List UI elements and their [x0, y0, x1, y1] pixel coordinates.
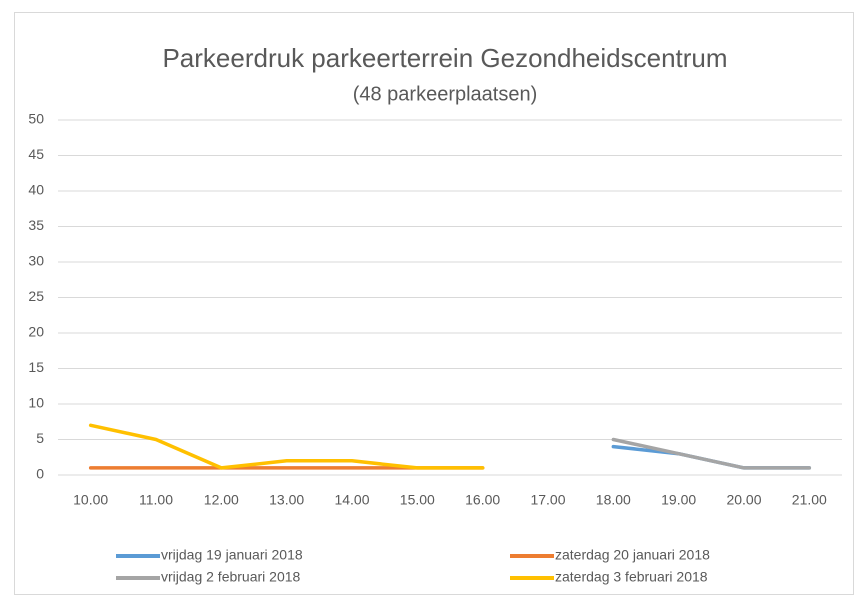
series-line: [611, 444, 812, 470]
x-tick-label: 15.00: [400, 492, 435, 508]
y-tick-label: 20: [28, 324, 44, 340]
y-tick-label: 0: [36, 466, 44, 482]
legend-label: zaterdag 20 januari 2018: [555, 547, 710, 563]
x-tick-label: 18.00: [596, 492, 631, 508]
y-tick-label: 15: [28, 359, 44, 375]
legend-label: vrijdag 2 februari 2018: [161, 569, 301, 585]
x-tick-label: 19.00: [661, 492, 696, 508]
x-tick-label: 16.00: [465, 492, 500, 508]
x-tick-label: 17.00: [530, 492, 565, 508]
chart-title: Parkeerdruk parkeerterrein Gezondheidsce…: [162, 43, 727, 73]
y-tick-label: 10: [28, 395, 44, 411]
series-line: [611, 437, 812, 470]
x-tick-label: 11.00: [139, 492, 173, 508]
series-line: [88, 423, 485, 470]
x-tick-label: 20.00: [726, 492, 761, 508]
x-tick-label: 13.00: [269, 492, 304, 508]
y-tick-label: 30: [28, 253, 44, 269]
y-tick-label: 45: [28, 146, 44, 162]
x-tick-label: 12.00: [204, 492, 239, 508]
x-tick-label: 10.00: [73, 492, 108, 508]
legend-label: vrijdag 19 januari 2018: [161, 547, 303, 563]
y-tick-label: 40: [28, 182, 44, 198]
chart-subtitle: (48 parkeerplaatsen): [353, 83, 538, 105]
legend-label: zaterdag 3 februari 2018: [555, 569, 708, 585]
y-tick-label: 5: [36, 430, 44, 446]
x-tick-label: 14.00: [334, 492, 369, 508]
x-tick-label: 21.00: [792, 492, 827, 508]
y-tick-label: 50: [28, 111, 44, 127]
y-tick-label: 35: [28, 217, 44, 233]
y-tick-label: 25: [28, 288, 44, 304]
